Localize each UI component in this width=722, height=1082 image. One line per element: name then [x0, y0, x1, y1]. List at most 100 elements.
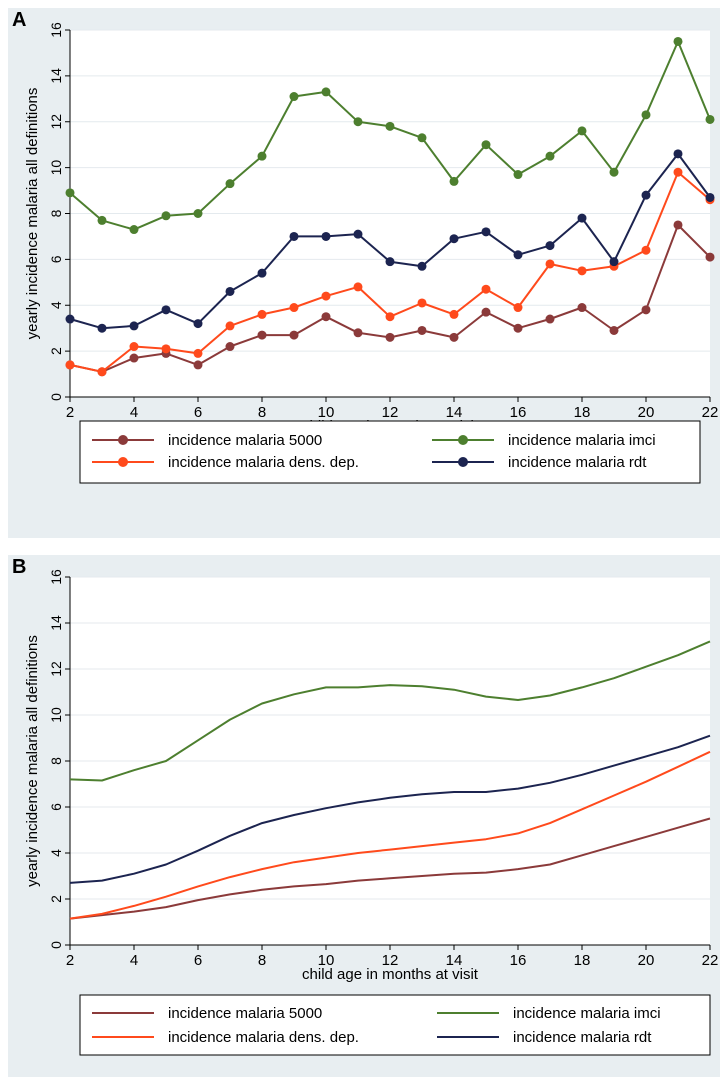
- chart-a-series-4-point: [673, 149, 683, 159]
- chart-b-ytick-label: 12: [48, 661, 64, 677]
- chart-b-xtick-label: 4: [130, 952, 138, 969]
- chart-a-xtick-label: 2: [66, 404, 74, 421]
- chart-a-series-4-point: [193, 319, 203, 329]
- chart-a-xtick-label: 22: [702, 404, 719, 421]
- chart-a-series-2-point: [449, 176, 459, 186]
- chart-b-ytick-label: 2: [48, 895, 64, 903]
- chart-a-series-4-point: [449, 234, 459, 244]
- chart-b-xtick-label: 12: [382, 952, 399, 969]
- chart-a-series-1-point: [129, 353, 139, 363]
- chart-b-ytick-label: 16: [48, 569, 64, 585]
- chart-a-xtick-label: 6: [194, 404, 202, 421]
- chart-a-xtick-label: 4: [130, 404, 138, 421]
- chart-b-series-line-1: [69, 817, 711, 920]
- chart-a-series-2-point: [161, 211, 171, 221]
- chart-b-ytick-label: 4: [48, 849, 64, 857]
- chart-a-series-3-point: [353, 282, 363, 292]
- chart-a-series-2-point: [257, 151, 267, 161]
- chart-a-series-3-point: [385, 312, 395, 322]
- chart-a-series-1-point: [609, 325, 619, 335]
- chart-a-series-3-point: [481, 284, 491, 294]
- chart-a-ytick-label: 6: [48, 255, 64, 263]
- chart-a-series-3-point: [545, 259, 555, 269]
- chart-a-series-3-point: [257, 309, 267, 319]
- chart-a-series-2-point: [577, 126, 587, 136]
- chart-a-legend-label-4: incidence malaria rdt: [508, 454, 647, 471]
- chart-b-legend-label-4: incidence malaria rdt: [513, 1029, 652, 1046]
- chart-a-series-2-point: [385, 121, 395, 131]
- chart-a-series-3-point: [225, 321, 235, 331]
- chart-a-ytick-label: 4: [48, 301, 64, 309]
- chart-a-legend-marker-2: [458, 435, 468, 445]
- chart-b-ytick-label: 10: [48, 707, 64, 723]
- chart-a-series-1-point: [577, 303, 587, 313]
- panel-label-a: A: [12, 9, 27, 31]
- chart-a-series-4-point: [97, 323, 107, 333]
- chart-a-legend-label-2: incidence malaria imci: [508, 432, 656, 449]
- chart-a-series-2-point: [225, 179, 235, 189]
- chart-a-series-2-point: [65, 188, 75, 198]
- chart-a-series-3-point: [577, 266, 587, 276]
- chart-a-xtick-label: 12: [382, 404, 399, 421]
- chart-a-series-3-point: [193, 348, 203, 358]
- chart-a-legend-marker-3: [118, 457, 128, 467]
- chart-a-series-4-point: [577, 213, 587, 223]
- chart-a-series-2-point: [609, 167, 619, 177]
- chart-a-series-2-point: [129, 225, 139, 235]
- chart-a-series-1-point: [641, 305, 651, 315]
- chart-a-series-2-point: [193, 209, 203, 218]
- chart-b-ytick-label: 8: [48, 757, 64, 765]
- chart-b-xlabel: child age in months at visit: [302, 966, 479, 983]
- chart-a-series-1-point: [257, 330, 267, 340]
- chart-b-series-line-3: [69, 750, 711, 920]
- chart-a-series-4-point: [353, 229, 363, 239]
- chart-b-legend-label-1: incidence malaria 5000: [168, 1005, 322, 1022]
- chart-a-series-1-point: [513, 323, 523, 333]
- chart-a-ylabel: yearly incidence malaria all definitions: [24, 88, 41, 340]
- chart-a-xtick-label: 10: [318, 404, 335, 421]
- chart-a-xtick-label: 8: [258, 404, 266, 421]
- chart-a-series-4-point: [609, 257, 619, 267]
- chart-a-xtick-label: 18: [574, 404, 591, 421]
- chart-b-ytick-label: 14: [48, 615, 64, 631]
- chart-a-series-1-point: [289, 330, 299, 340]
- chart-a-ytick-label: 8: [48, 209, 64, 217]
- chart-a-legend-label-3: incidence malaria dens. dep.: [168, 454, 359, 471]
- chart-a-series-3-point: [289, 303, 299, 313]
- chart-a-series-3-point: [673, 167, 683, 177]
- chart-a-series-1-point: [225, 342, 235, 352]
- chart-a-series-3-point: [417, 298, 427, 308]
- chart-a-xtick-label: 16: [510, 404, 527, 421]
- chart-a-series-2-point: [97, 215, 107, 225]
- chart-b-xtick-label: 14: [446, 952, 463, 969]
- chart-a-series-2-point: [641, 110, 651, 120]
- chart-a-series-3-point: [161, 344, 171, 354]
- chart-a-series-3-point: [321, 291, 331, 301]
- chart-a-ytick-label: 0: [48, 393, 64, 401]
- chart-a-series-1-point: [353, 328, 363, 338]
- chart-a-xtick-label: 14: [446, 404, 463, 421]
- chart-b-xtick-label: 8: [258, 952, 266, 969]
- chart-b-legend-box: [79, 994, 711, 1056]
- chart-a-series-1-point: [673, 220, 683, 230]
- chart-a-series-4-point: [289, 231, 299, 241]
- chart-a-series-4-point: [513, 250, 523, 260]
- chart-a-series-2-point: [673, 36, 683, 46]
- chart-a-ytick-label: 10: [48, 160, 64, 176]
- chart-b-ytick-label: 6: [48, 803, 64, 811]
- chart-a-xtick-label: 20: [638, 404, 655, 421]
- chart-a-series-1-point: [545, 314, 555, 324]
- chart-a-series-4-point: [641, 190, 651, 200]
- chart-a-series-1-point: [193, 360, 203, 370]
- chart-a-legend-box: [79, 420, 701, 484]
- chart-b-series-line-2: [69, 640, 711, 782]
- chart-a-series-4-point: [417, 261, 427, 271]
- chart-a-series-1-point: [705, 252, 715, 262]
- chart-a-series-4-point: [161, 305, 171, 315]
- chart-a-series-3-point: [97, 367, 107, 377]
- chart-a-series-4-point: [385, 257, 395, 267]
- chart-a-series-2-point: [705, 114, 715, 124]
